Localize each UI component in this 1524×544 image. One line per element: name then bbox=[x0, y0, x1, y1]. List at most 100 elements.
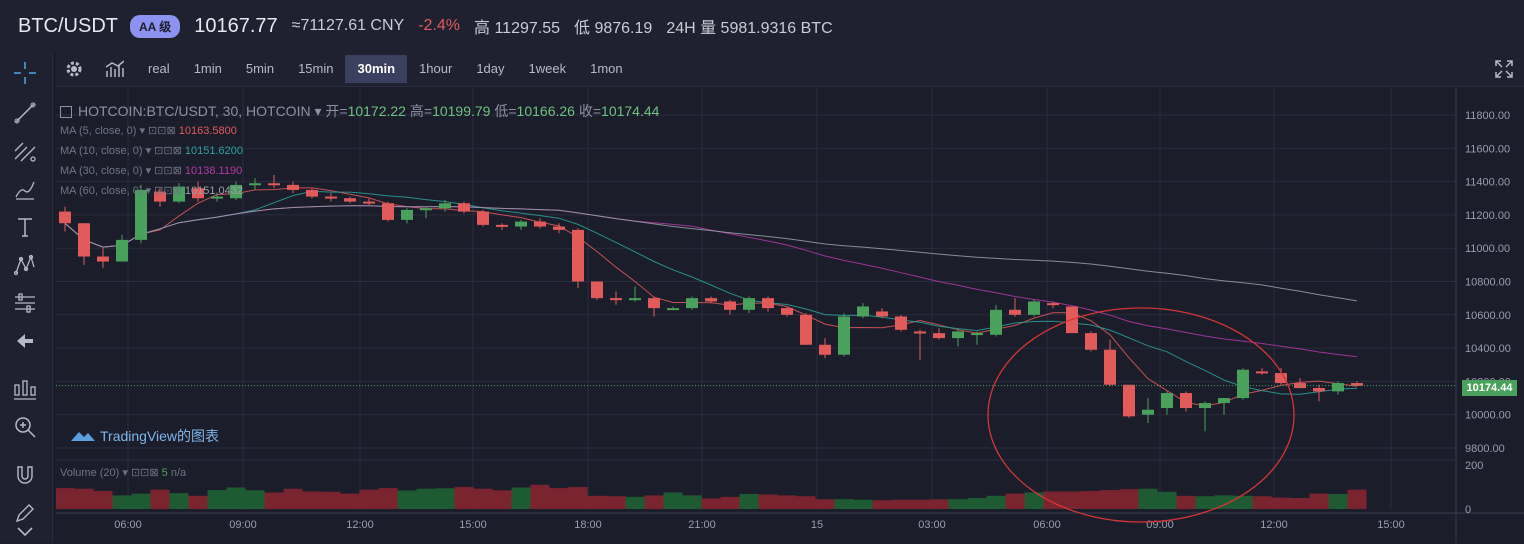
chart-background bbox=[56, 88, 1524, 543]
interval-5min[interactable]: 5min bbox=[245, 61, 275, 76]
x-tick-label: 15:00 bbox=[459, 519, 487, 531]
candle-body bbox=[781, 308, 793, 315]
arrow-left-icon[interactable] bbox=[12, 328, 38, 354]
x-tick-label: 21:00 bbox=[688, 519, 716, 531]
y-tick-label: 10400.00 bbox=[1465, 343, 1511, 355]
pencil-icon[interactable] bbox=[12, 500, 38, 526]
volume-bar bbox=[1100, 490, 1120, 509]
volume-bar bbox=[302, 491, 322, 509]
candle-body bbox=[1256, 371, 1268, 374]
candle-body bbox=[116, 239, 128, 262]
high-value: 10199.79 bbox=[432, 103, 491, 119]
volume-dropdown-icon[interactable]: ▾ ⊡⊡⊠ bbox=[122, 467, 159, 479]
last-price: 10167.77 bbox=[194, 14, 278, 37]
pattern-tool-icon[interactable] bbox=[12, 252, 38, 278]
candle-body bbox=[1161, 393, 1173, 409]
candle-body bbox=[743, 298, 755, 310]
candle-body bbox=[192, 188, 204, 199]
volume-bar bbox=[264, 492, 284, 509]
y-tick-label: 10800.00 bbox=[1465, 277, 1511, 289]
interval-1min[interactable]: 1min bbox=[193, 61, 222, 76]
ma30-value: 10138.1190 bbox=[184, 165, 243, 177]
ma-dropdown-icon[interactable]: ▾ ⊡⊡⊠ bbox=[145, 185, 182, 197]
x-tick-label: 12:00 bbox=[1260, 519, 1288, 531]
interval-15min[interactable]: 15min bbox=[298, 61, 334, 76]
chevron-down-icon[interactable] bbox=[12, 518, 38, 544]
candle-body bbox=[230, 184, 242, 199]
volume-bar bbox=[1062, 491, 1082, 509]
gear-icon[interactable] bbox=[64, 59, 84, 79]
interval-1day[interactable]: 1day bbox=[476, 61, 505, 76]
symbol-dropdown-icon[interactable]: ▾ bbox=[310, 103, 326, 119]
volume-bar bbox=[74, 488, 94, 509]
candle-body bbox=[211, 196, 223, 199]
ma-dropdown-icon[interactable]: ▾ ⊡⊡⊠ bbox=[139, 125, 176, 137]
fullscreen-icon[interactable] bbox=[1494, 59, 1514, 79]
volume-bar bbox=[587, 495, 607, 509]
volume-bar bbox=[1328, 494, 1348, 509]
candle-body bbox=[1313, 388, 1325, 392]
fib-tool-icon[interactable] bbox=[12, 138, 38, 164]
candle-body bbox=[439, 203, 451, 209]
indicators-icon[interactable] bbox=[104, 59, 124, 79]
open-label: 开= bbox=[325, 103, 348, 119]
ma60-legend[interactable]: MA (60, close, 0) ▾ ⊡⊡⊠ 10151.0432 bbox=[60, 184, 243, 197]
candle-body bbox=[1351, 383, 1363, 386]
volume-bar bbox=[93, 490, 113, 509]
volume-bar bbox=[701, 498, 721, 509]
pair-title[interactable]: BTC/USDT bbox=[18, 14, 118, 37]
symbol-label[interactable]: HOTCOIN:BTC/USDT, 30, HOTCOIN bbox=[78, 103, 311, 119]
candlestick-chart[interactable]: 11800.00 11600.00 11400.00 11200.00 11000.00… bbox=[56, 88, 1524, 543]
brush-icon[interactable] bbox=[12, 176, 38, 202]
volume-bar bbox=[1195, 496, 1215, 509]
candle-body bbox=[648, 298, 660, 309]
interval-real[interactable]: real bbox=[148, 61, 170, 76]
interval-1mon[interactable]: 1mon bbox=[590, 61, 623, 76]
interval-toolbar: real 1min 5min 15min 30min 1hour 1day 1w… bbox=[56, 52, 1524, 87]
volume-legend[interactable]: Volume (20) ▾ ⊡⊡⊠ 5 n/a bbox=[60, 466, 186, 479]
zoom-icon[interactable] bbox=[12, 414, 38, 440]
ma-dropdown-icon[interactable]: ▾ ⊡⊡⊠ bbox=[145, 145, 182, 157]
x-tick-label: 06:00 bbox=[114, 519, 142, 531]
interval-1week[interactable]: 1week bbox=[528, 61, 567, 76]
candle-body bbox=[458, 203, 470, 212]
high-label: 高= bbox=[409, 103, 433, 119]
candle-body bbox=[914, 331, 926, 334]
candle-body bbox=[401, 209, 413, 220]
close-label: 收= bbox=[578, 103, 602, 119]
measure-icon[interactable] bbox=[12, 376, 38, 402]
x-tick-label: 12:00 bbox=[346, 519, 374, 531]
x-tick-label: 15:00 bbox=[1377, 519, 1405, 531]
ohlc-legend: HOTCOIN:BTC/USDT, 30, HOTCOIN ▾ 开=10172.… bbox=[60, 101, 659, 121]
text-tool-icon[interactable] bbox=[12, 214, 38, 240]
magnet-icon[interactable] bbox=[12, 462, 38, 488]
ma10-legend[interactable]: MA (10, close, 0) ▾ ⊡⊡⊠ 10151.6200 bbox=[60, 144, 243, 157]
interval-1hour[interactable]: 1hour bbox=[419, 61, 453, 76]
candle-body bbox=[287, 184, 299, 190]
volume-value: 5 bbox=[161, 467, 168, 479]
volume-bar bbox=[1214, 495, 1234, 509]
ma-dropdown-icon[interactable]: ▾ ⊡⊡⊠ bbox=[145, 165, 182, 177]
ma5-label: MA (5, close, 0) bbox=[60, 125, 137, 137]
collapse-legend-icon[interactable] bbox=[60, 106, 72, 119]
x-tick-label: 06:00 bbox=[1033, 519, 1061, 531]
candle-body bbox=[705, 298, 717, 302]
volume-bar bbox=[1309, 493, 1329, 509]
tradingview-watermark[interactable]: TradingView的图表 bbox=[70, 426, 219, 446]
candle-body bbox=[610, 298, 622, 301]
prediction-tool-icon[interactable] bbox=[12, 290, 38, 316]
low-value: 10166.26 bbox=[516, 103, 575, 119]
trend-line-icon[interactable] bbox=[12, 100, 38, 126]
ma5-legend[interactable]: MA (5, close, 0) ▾ ⊡⊡⊠ 10163.5800 bbox=[60, 124, 237, 137]
ma10-line bbox=[64, 190, 1358, 395]
volume-bar bbox=[834, 499, 854, 509]
crosshair-icon[interactable] bbox=[12, 60, 38, 86]
volume-bar bbox=[435, 488, 455, 509]
volume-bar bbox=[1347, 489, 1367, 509]
candle-body bbox=[420, 208, 432, 211]
volume-bar bbox=[340, 493, 360, 509]
candle-body bbox=[249, 183, 261, 186]
volume-bar bbox=[207, 490, 227, 509]
interval-30min[interactable]: 30min bbox=[345, 55, 408, 83]
ma30-legend[interactable]: MA (30, close, 0) ▾ ⊡⊡⊠ 10138.1190 bbox=[60, 164, 242, 177]
